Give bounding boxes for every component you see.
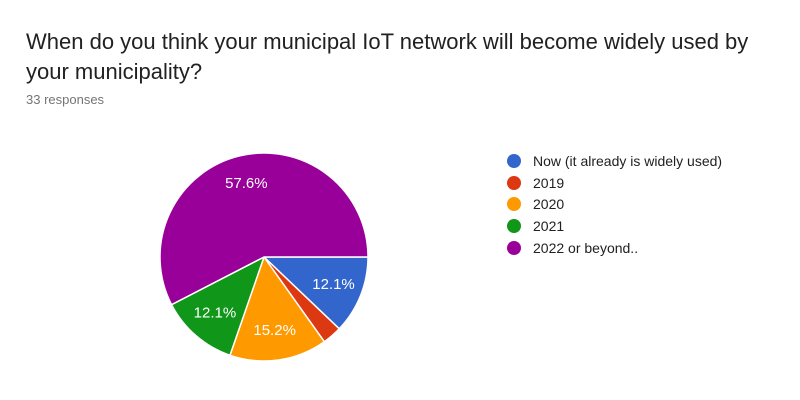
svg-text:15.2%: 15.2%: [253, 322, 296, 339]
svg-text:12.1%: 12.1%: [194, 305, 237, 322]
svg-text:57.6%: 57.6%: [225, 175, 268, 192]
svg-text:12.1%: 12.1%: [312, 276, 355, 293]
